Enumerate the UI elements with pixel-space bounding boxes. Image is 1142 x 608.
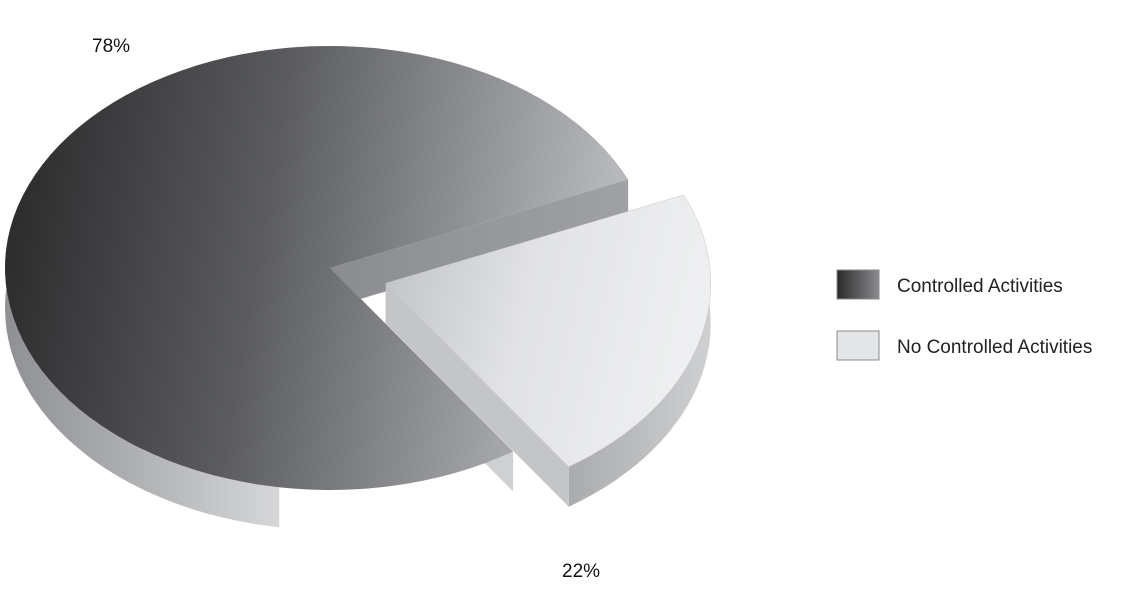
legend-label-no-controlled: No Controlled Activities (897, 337, 1092, 358)
legend-swatch-no-controlled (836, 330, 880, 361)
slice-no-controlled-activities (385, 194, 711, 468)
slice-controlled-activities (5, 45, 629, 490)
legend-swatch-controlled (836, 269, 880, 300)
legend-label-controlled: Controlled Activities (897, 276, 1063, 297)
data-label-controlled: 78% (92, 36, 130, 57)
slice-wall-no-controlled (385, 283, 569, 507)
slice-side-controlled (5, 191, 280, 528)
slice-wall-controlled-a (330, 179, 629, 308)
data-label-no-controlled: 22% (562, 561, 600, 582)
